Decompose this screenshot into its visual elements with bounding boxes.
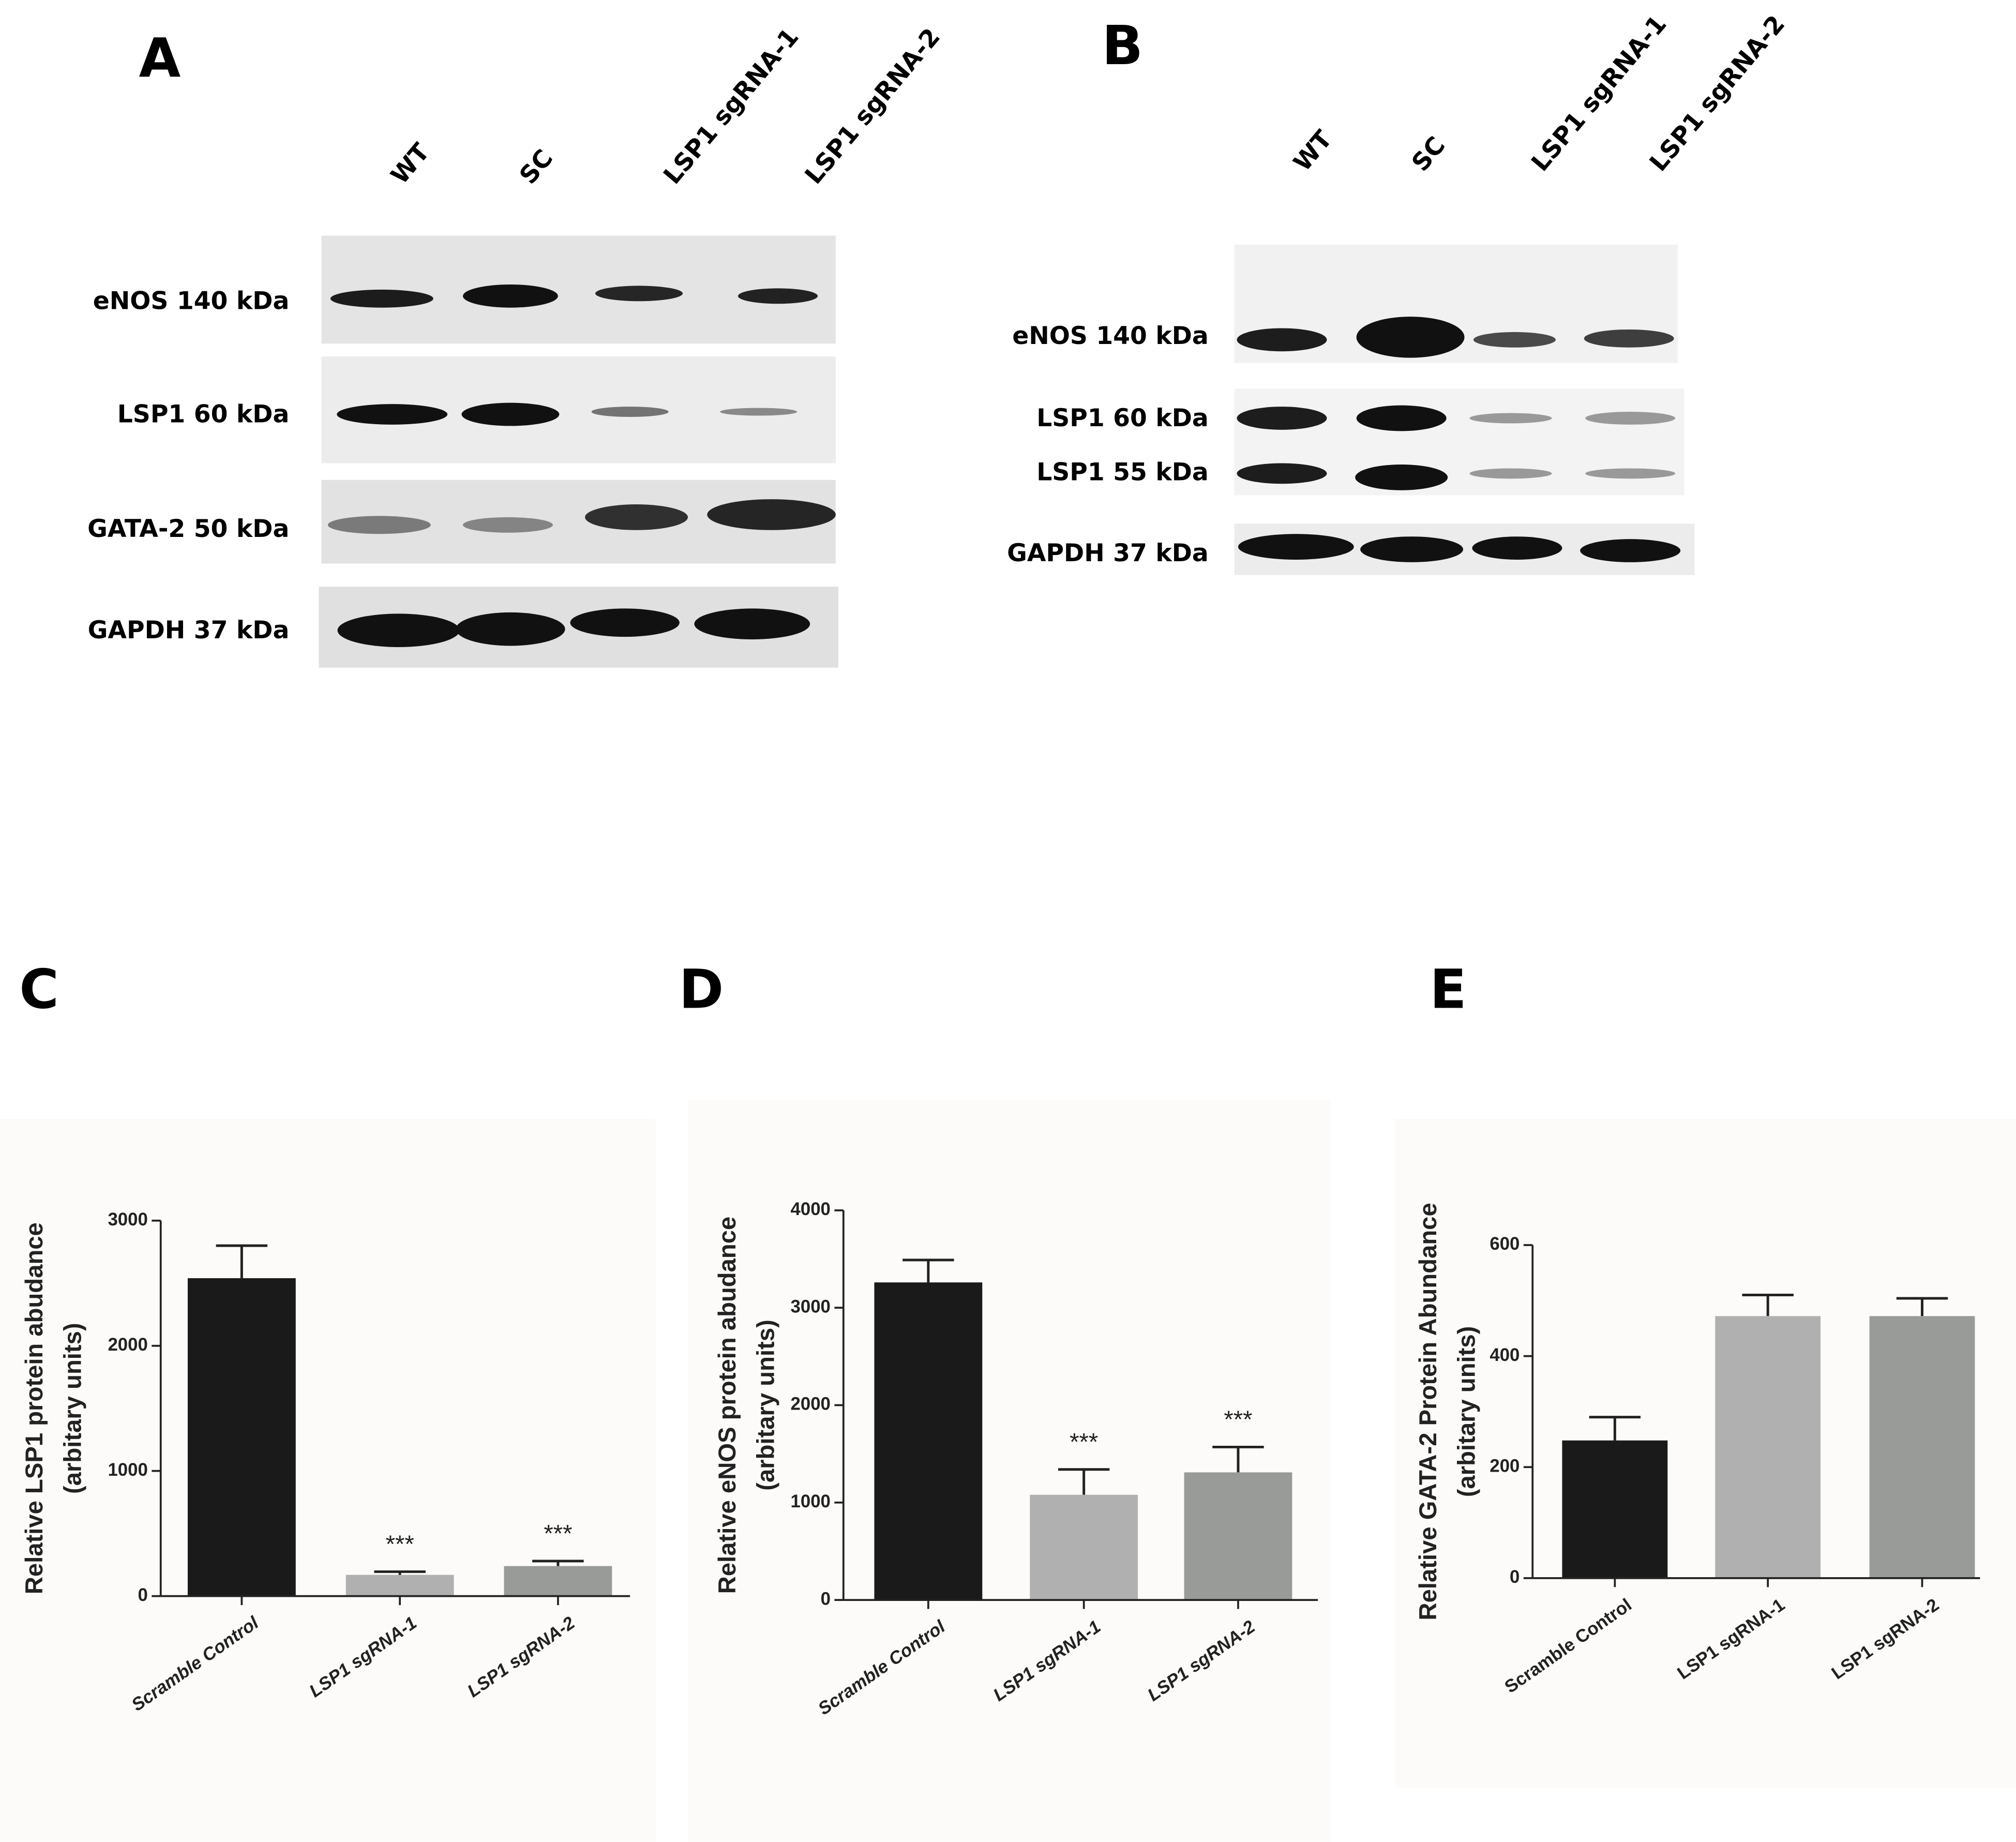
bar — [1184, 1472, 1292, 1600]
panel-letter: E — [1430, 958, 1466, 1021]
y-tick-label: 2000 — [108, 1335, 147, 1355]
band — [585, 504, 688, 530]
panel-letter: A — [139, 27, 180, 90]
band — [707, 499, 836, 530]
panel-letter: D — [679, 958, 724, 1021]
band — [1356, 405, 1447, 431]
y-tick-label: 1000 — [108, 1460, 147, 1480]
y-axis-label: Relative GATA-2 Protein Abundance — [1415, 1203, 1442, 1620]
bar — [1030, 1494, 1138, 1600]
band — [462, 517, 553, 533]
bar — [504, 1566, 612, 1596]
band — [337, 404, 448, 425]
bar — [187, 1278, 296, 1596]
y-tick-label: 0 — [821, 1589, 831, 1609]
y-tick-label: 4000 — [791, 1199, 831, 1219]
significance: *** — [386, 1531, 414, 1558]
y-tick-label: 600 — [1490, 1234, 1519, 1254]
panel-letter: B — [1102, 14, 1143, 77]
y-tick-label: 400 — [1490, 1345, 1519, 1365]
bar — [1869, 1316, 1975, 1578]
band — [1473, 332, 1556, 348]
y-axis-label: (arbitary units) — [59, 1323, 87, 1494]
band — [1356, 317, 1465, 358]
band — [1585, 468, 1676, 479]
y-tick-label: 3000 — [791, 1296, 831, 1316]
y-axis-label: Relative LSP1 protein abudance — [21, 1222, 48, 1594]
row-label: LSP1 60 kDa — [117, 400, 290, 429]
band — [720, 408, 798, 416]
band — [1585, 412, 1676, 425]
band — [1237, 463, 1327, 484]
y-tick-label: 0 — [138, 1585, 148, 1605]
band — [1355, 464, 1448, 490]
bar — [1562, 1440, 1668, 1578]
panel-background — [687, 1100, 1331, 1842]
y-tick-label: 2000 — [791, 1394, 831, 1414]
band — [1238, 534, 1354, 560]
band — [1472, 536, 1562, 560]
y-axis-label: Relative eNOS protein abudance — [714, 1217, 741, 1594]
row-label: GATA-2 50 kDa — [87, 515, 289, 543]
y-axis-label: (arbitary units) — [1453, 1326, 1480, 1497]
band — [1580, 539, 1681, 562]
bar — [874, 1282, 983, 1600]
band — [456, 612, 565, 646]
band — [337, 613, 460, 647]
band — [1360, 536, 1464, 562]
band — [1469, 468, 1552, 479]
significance: *** — [1224, 1406, 1252, 1433]
y-tick-label: 0 — [1510, 1567, 1519, 1587]
y-axis-label: (arbitary units) — [753, 1320, 780, 1491]
band — [1469, 413, 1552, 424]
y-tick-label: 200 — [1490, 1456, 1519, 1476]
band — [330, 289, 433, 308]
band — [1584, 329, 1674, 348]
row-label: LSP1 60 kDa — [1036, 404, 1209, 432]
bar — [345, 1575, 454, 1596]
row-label: eNOS 140 kDa — [93, 287, 290, 316]
row-label: GAPDH 37 kDa — [1007, 539, 1209, 567]
y-tick-label: 1000 — [791, 1491, 831, 1511]
y-tick-label: 3000 — [108, 1209, 147, 1230]
band — [738, 288, 818, 304]
row-label: eNOS 140 kDa — [1012, 322, 1209, 350]
row-label: GAPDH 37 kDa — [88, 616, 290, 645]
band — [462, 284, 558, 308]
panel-background — [0, 1119, 656, 1842]
band — [1237, 328, 1327, 352]
band — [595, 286, 683, 302]
band — [591, 407, 669, 417]
significance: *** — [1070, 1429, 1098, 1456]
band — [570, 608, 680, 637]
band — [1237, 407, 1327, 430]
row-label: LSP1 55 kDa — [1036, 458, 1209, 486]
band — [461, 402, 560, 426]
panel-letter: C — [19, 958, 59, 1021]
bar — [1715, 1316, 1821, 1578]
band — [327, 516, 431, 534]
significance: *** — [544, 1520, 572, 1548]
band — [694, 608, 810, 640]
blot-strip — [321, 235, 836, 344]
